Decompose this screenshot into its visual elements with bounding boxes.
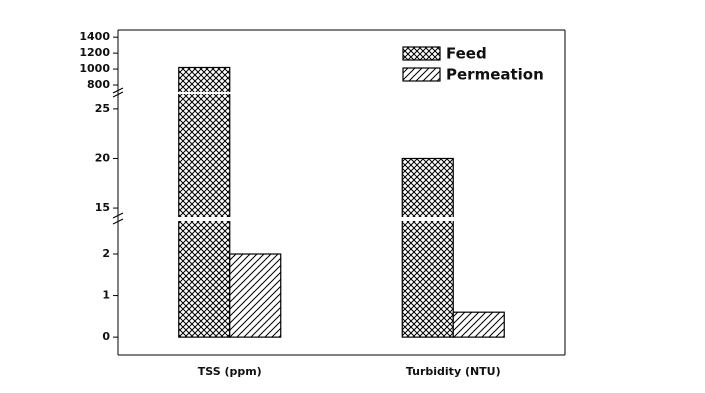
x-tick-label: TSS (ppm)	[198, 365, 262, 378]
y-tick-label: 25	[95, 102, 110, 115]
bar	[452, 311, 505, 338]
y-tick-label: 1000	[79, 62, 110, 75]
legend-label: Feed	[446, 45, 487, 63]
y-tick-label: 0	[102, 330, 110, 343]
legend-label: Permeation	[446, 66, 544, 84]
x-tick-label: Turbidity (NTU)	[406, 365, 501, 378]
plot-frame	[117, 29, 566, 356]
bar	[178, 66, 231, 338]
bar	[401, 157, 454, 338]
y-tick-label: 800	[87, 78, 110, 91]
y-tick-label: 1200	[79, 46, 110, 59]
axis-break-gap	[120, 92, 563, 94]
legend-swatch	[402, 67, 441, 82]
y-tick-label: 2	[102, 247, 110, 260]
axis-break-mark	[112, 212, 124, 225]
y-tick-label: 1	[102, 289, 110, 302]
y-tick-label: 20	[95, 151, 111, 164]
axis-break-mark	[112, 87, 124, 98]
y-tick-label: 15	[95, 201, 110, 214]
legend-swatch	[402, 46, 441, 61]
y-tick-label: 1400	[79, 30, 110, 43]
bar	[229, 253, 282, 338]
axis-break-gap	[120, 217, 563, 221]
